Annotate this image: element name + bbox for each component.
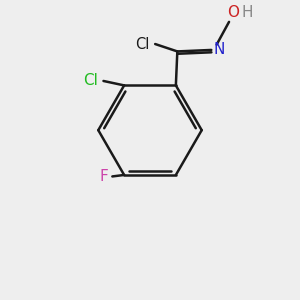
Text: O: O xyxy=(228,5,240,20)
Text: F: F xyxy=(99,169,108,184)
Text: Cl: Cl xyxy=(83,74,98,88)
Text: H: H xyxy=(242,5,253,20)
Text: Cl: Cl xyxy=(135,37,149,52)
Text: N: N xyxy=(213,42,224,57)
